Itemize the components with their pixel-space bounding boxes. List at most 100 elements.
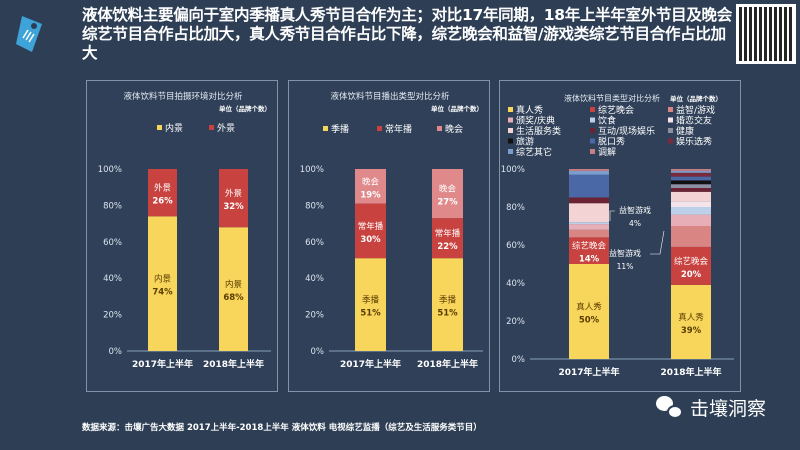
bar-segment — [671, 214, 711, 226]
legend-swatch — [668, 128, 673, 133]
legend-item: 饮食 — [590, 115, 616, 127]
legend-label: 脱口秀 — [598, 136, 625, 148]
legend-label: 颁奖/庆典 — [516, 115, 555, 127]
legend-label: 饮食 — [598, 115, 616, 127]
y-tick-label: 100% — [501, 165, 525, 175]
bar-segment — [671, 176, 711, 181]
segment-value-label: 32% — [223, 202, 244, 212]
segment-name-label: 常年播 — [435, 228, 461, 239]
bar-segment — [671, 284, 711, 359]
legend-swatch — [508, 117, 513, 123]
bar-segment — [148, 216, 177, 351]
legend-swatch — [508, 107, 513, 112]
legend-label: 真人秀 — [516, 104, 543, 116]
page-title: 液体饮料主要偏向于室内季播真人秀节目合作为主；对比17年同期，18年上半年室外节… — [82, 6, 732, 62]
legend-item: 婚恋交友 — [668, 115, 712, 127]
legend-swatch — [209, 125, 214, 130]
chart-title: 液体饮料节目类型对比分析 — [564, 93, 660, 103]
bar-segment — [671, 226, 711, 247]
y-tick-label: 0% — [311, 347, 325, 357]
segment-value-label: 14% — [579, 255, 600, 265]
data-source: 数据来源：击壤广告大数据 2017上半年-2018上半年 液体饮料 电视综艺监播… — [82, 423, 482, 433]
bar-segment — [569, 203, 609, 223]
chart-svg: 液体饮料节目类型对比分析 单位（品牌个数）真人秀 综艺晚会 益智/游戏颁奖/庆典 饮食婚… — [501, 93, 734, 378]
y-tick-label: 80% — [305, 201, 324, 211]
legend-swatch — [668, 107, 673, 112]
legend-item: 脱口秀 — [590, 136, 625, 148]
segment-value-label: 20% — [681, 270, 702, 280]
chart-title: 液体饮料节目拍摄环境对比分析 — [123, 91, 243, 102]
bar-segment — [355, 169, 386, 204]
legend-label: 婚恋交友 — [676, 115, 712, 127]
bar-segment — [671, 169, 711, 171]
callout-name: 益智游戏 — [619, 205, 651, 215]
legend-label: 外景 — [217, 122, 235, 134]
callout-line — [609, 210, 615, 221]
bar-segment — [569, 222, 609, 225]
y-tick-label: 40% — [305, 274, 324, 284]
brand: 击壤洞察 — [656, 394, 766, 421]
legend-label: 季播 — [331, 123, 349, 135]
segment-value-label: 74% — [152, 288, 173, 298]
legend-swatch — [508, 128, 513, 133]
qr-code — [736, 4, 796, 64]
y-tick-label: 0% — [512, 355, 526, 365]
y-tick-label: 0% — [109, 347, 123, 357]
bar-segment — [671, 188, 711, 192]
legend-item: 综艺晚会 — [590, 104, 634, 116]
segment-value-label: 68% — [223, 293, 244, 303]
segment-value-label: 51% — [437, 309, 458, 319]
legend-label: 旅游 — [516, 136, 534, 148]
legend-label: 晚会 — [445, 123, 463, 135]
bar-segment — [569, 264, 609, 359]
chart-unit: 单位（品牌个数） — [670, 94, 722, 103]
segment-value-label: 50% — [579, 316, 600, 326]
legend-label: 综艺晚会 — [598, 104, 634, 116]
segment-value-label: 39% — [681, 326, 702, 336]
chart-unit: 单位（品牌个数） — [431, 104, 483, 113]
segment-value-label: 22% — [437, 242, 458, 252]
legend-item: 调解 — [590, 146, 616, 158]
callout-label: 益智游戏 4% — [609, 205, 651, 228]
segment-value-label: 51% — [360, 309, 381, 319]
chart-panel-shooting-environment: 液体饮料节目拍摄环境对比分析 单位（品牌个数） 内景 外景 0% 20% 40% 60% 80%… — [86, 80, 278, 392]
y-tick-label: 60% — [103, 238, 122, 248]
bar-segment — [569, 169, 609, 171]
legend-label: 娱乐选秀 — [676, 136, 712, 148]
bar-segment — [671, 246, 711, 285]
segment-name-label: 综艺晚会 — [572, 241, 607, 252]
legend-item: 晚会 — [437, 123, 463, 135]
legend-swatch — [508, 149, 513, 154]
bar-segment — [219, 169, 248, 228]
bar-segment — [569, 237, 609, 264]
legend-item: 常年播 — [377, 123, 412, 135]
y-tick-label: 100% — [98, 165, 122, 175]
legend-swatch — [590, 138, 595, 144]
chart-panel-program-type: 液体饮料节目类型对比分析 单位（品牌个数） 真人秀 综艺晚会 益智/游戏 颁奖/庆典 饮食婚… — [499, 80, 741, 392]
legend-label: 生活服务类 — [516, 125, 561, 137]
legend-label: 益智/游戏 — [676, 104, 715, 116]
segment-name-label: 外景 — [154, 183, 171, 194]
y-tick-label: 40% — [103, 274, 122, 284]
legend-label: 互动/现场娱乐 — [598, 125, 655, 137]
legend-swatch — [590, 117, 595, 123]
tag-icon — [14, 14, 44, 54]
brand-name: 击壤洞察 — [690, 398, 767, 420]
legend-item: 真人秀 — [508, 104, 543, 116]
segment-value-label: 19% — [360, 190, 381, 200]
y-tick-label: 40% — [506, 279, 525, 289]
segment-value-label: 27% — [437, 198, 458, 208]
bar-segment — [569, 229, 609, 238]
bar-segment — [671, 207, 711, 215]
bar-segment — [671, 201, 711, 207]
bar-segment — [219, 227, 248, 351]
bar-segment — [432, 169, 463, 219]
bar-segment — [671, 180, 711, 185]
legend-label: 内景 — [165, 122, 183, 134]
legend-swatch — [668, 117, 673, 123]
y-tick-label: 20% — [103, 311, 122, 321]
legend-swatch — [590, 107, 595, 112]
wechat-icon — [656, 395, 684, 420]
